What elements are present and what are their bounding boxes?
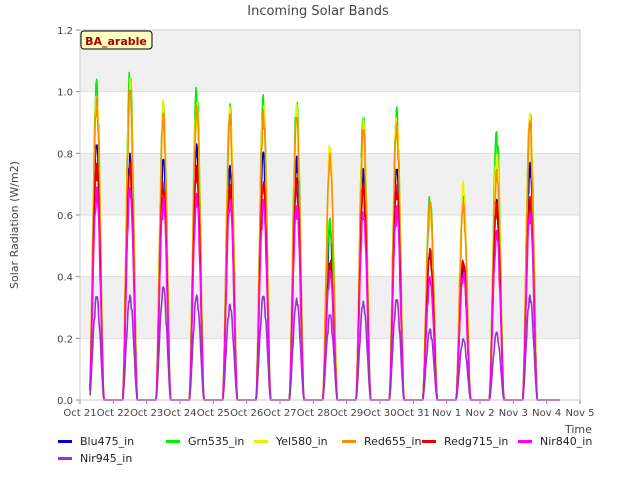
x-tick-label: Nov 5 bbox=[565, 408, 594, 419]
legend-swatch bbox=[422, 440, 436, 443]
site-label: BA_arable bbox=[85, 35, 147, 48]
x-tick-label: Oct 21 bbox=[63, 408, 96, 419]
site-label-box: BA_arable bbox=[80, 30, 153, 50]
legend-label: Red655_in bbox=[364, 435, 422, 448]
legend-swatch bbox=[58, 440, 72, 443]
x-tick-label: Nov 2 bbox=[465, 408, 494, 419]
x-tick-label: Oct 26 bbox=[230, 408, 263, 419]
legend-item: Grn535_in bbox=[166, 435, 244, 448]
legend-swatch bbox=[58, 457, 72, 460]
x-tick-label: Oct 30 bbox=[363, 408, 396, 419]
legend-label: Grn535_in bbox=[188, 435, 245, 448]
x-tick-label: Oct 28 bbox=[297, 408, 330, 419]
legend-item: Nir945_in bbox=[58, 452, 132, 465]
legend-item: Red655_in bbox=[342, 435, 421, 448]
x-tick-label: Oct 31 bbox=[397, 408, 430, 419]
chart-title: Incoming Solar Bands bbox=[247, 4, 389, 19]
y-tick-label: 0.0 bbox=[57, 396, 73, 407]
x-tick-label: Oct 22 bbox=[97, 408, 130, 419]
legend-item: Redg715_in bbox=[422, 435, 508, 448]
y-axis-label: Solar Radiation (W/m2) bbox=[8, 161, 21, 289]
x-tick-label: Oct 27 bbox=[263, 408, 296, 419]
legend-label: Yel580_in bbox=[276, 435, 328, 448]
shaded-band bbox=[80, 30, 580, 92]
x-tick-label: Oct 25 bbox=[197, 408, 230, 419]
y-tick-label: 0.2 bbox=[57, 334, 73, 345]
x-axis-label: Time bbox=[564, 423, 592, 436]
plot-frame bbox=[79, 29, 581, 401]
legend-swatch bbox=[254, 440, 268, 443]
legend-swatch bbox=[166, 440, 180, 443]
legend-item: Blu475_in bbox=[58, 435, 134, 448]
shaded-band bbox=[80, 276, 580, 339]
y-tick-label: 0.6 bbox=[57, 211, 73, 222]
y-tick-label: 1.0 bbox=[57, 88, 73, 99]
legend-label: Nir945_in bbox=[80, 452, 133, 465]
x-tick-label: Nov 4 bbox=[532, 408, 561, 419]
legend-swatch bbox=[342, 440, 356, 443]
legend-label: Nir840_in bbox=[540, 435, 593, 448]
y-tick-label: 0.4 bbox=[57, 273, 73, 284]
x-tick-label: Nov 3 bbox=[499, 408, 528, 419]
x-tick-label: Oct 24 bbox=[163, 408, 196, 419]
x-tick-label: Oct 23 bbox=[130, 408, 163, 419]
legend-label: Blu475_in bbox=[80, 435, 135, 448]
x-tick-label: Nov 1 bbox=[432, 408, 461, 419]
legend-item: Nir840_in bbox=[518, 435, 592, 448]
legend-label: Redg715_in bbox=[444, 435, 509, 448]
legend-item: Yel580_in bbox=[254, 435, 328, 448]
y-tick-label: 1.2 bbox=[57, 26, 73, 37]
x-tick-label: Oct 29 bbox=[330, 408, 363, 419]
legend-swatch bbox=[518, 440, 532, 443]
y-tick-label: 0.8 bbox=[57, 149, 73, 160]
